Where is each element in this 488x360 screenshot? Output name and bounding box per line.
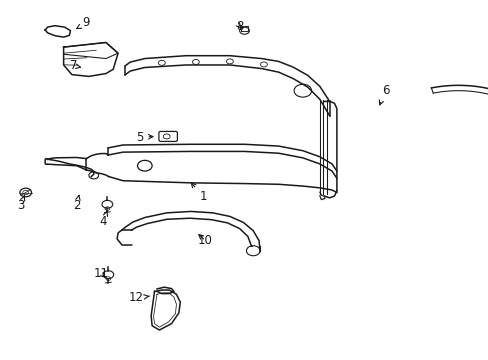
Text: 1: 1 xyxy=(191,183,206,203)
Text: 10: 10 xyxy=(198,234,213,247)
Text: 9: 9 xyxy=(77,16,90,29)
Text: 2: 2 xyxy=(73,195,81,212)
Text: 5: 5 xyxy=(136,131,153,144)
Text: 11: 11 xyxy=(93,267,108,280)
Text: 8: 8 xyxy=(236,20,243,33)
Text: 4: 4 xyxy=(100,211,107,228)
Text: 12: 12 xyxy=(129,291,149,305)
Text: 3: 3 xyxy=(17,195,25,212)
Text: 7: 7 xyxy=(69,59,81,72)
Text: 6: 6 xyxy=(379,84,388,105)
